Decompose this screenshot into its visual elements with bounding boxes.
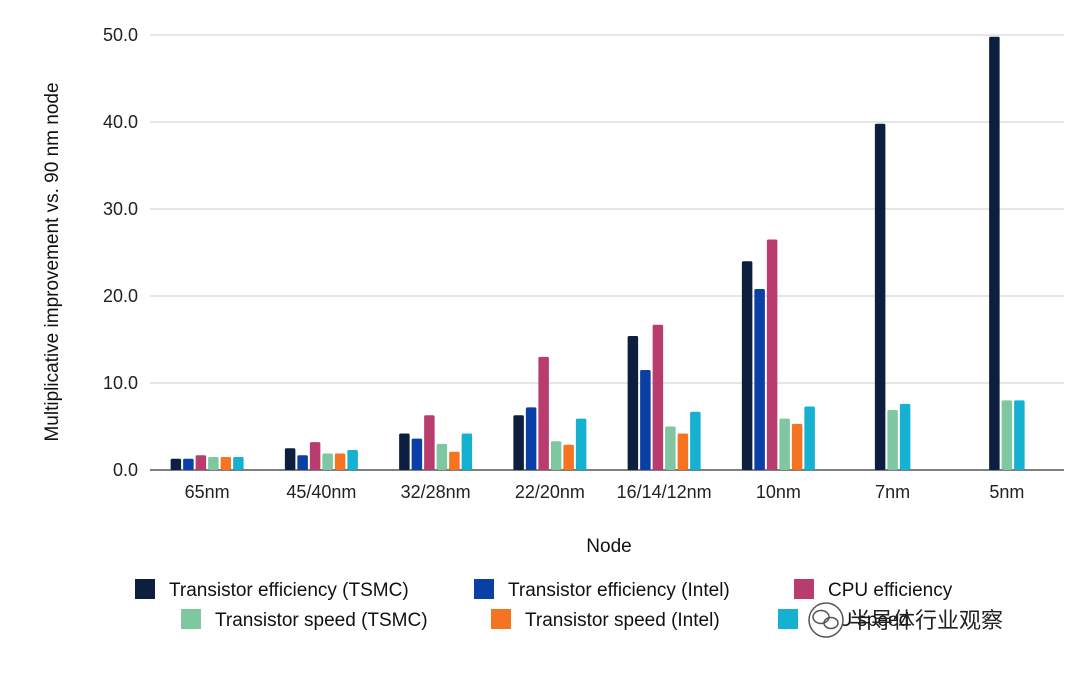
bar-2-3 — [538, 356, 549, 470]
y-axis-ticks: 0.0 10.0 20.0 30.0 40.0 50.0 — [103, 25, 138, 480]
legend-label: CPU efficiency — [828, 580, 953, 601]
x-tick-label: 5nm — [989, 482, 1024, 502]
legend-label: Transistor speed (TSMC) — [215, 610, 428, 631]
bar-0-2 — [399, 433, 410, 470]
bar-4-5 — [791, 423, 803, 470]
bar-5-0 — [233, 456, 244, 470]
bar-5-5 — [804, 406, 815, 470]
legend-swatch — [135, 579, 155, 599]
x-tick-label: 10nm — [756, 482, 801, 502]
watermark-text: 半导体行业观察 — [849, 609, 1003, 634]
bar-2-1 — [309, 442, 321, 470]
bar-0-1 — [284, 448, 296, 470]
legend-swatch — [491, 609, 511, 629]
x-axis-ticks: 65nm 45/40nm 32/28nm 22/20nm 16/14/12nm 10nm 7… — [185, 482, 1025, 502]
bar-1-3 — [525, 407, 537, 470]
bar-0-6 — [874, 123, 886, 471]
x-tick-label: 32/28nm — [401, 482, 471, 502]
bar-2-5 — [766, 239, 778, 470]
bar-4-2 — [449, 451, 460, 470]
bar-5-3 — [575, 418, 587, 470]
legend-label: Transistor efficiency (TSMC) — [169, 580, 409, 601]
bar-5-4 — [690, 411, 701, 470]
wechat-icon — [808, 602, 844, 638]
bar-1-5 — [754, 289, 765, 470]
x-tick-label: 45/40nm — [286, 482, 356, 502]
bar-2-4 — [652, 324, 664, 470]
bar-5-1 — [347, 449, 358, 470]
x-tick-label: 7nm — [875, 482, 910, 502]
legend-item: Transistor speed (TSMC) — [181, 609, 428, 631]
y-tick-label: 50.0 — [103, 25, 138, 45]
bar-1-4 — [640, 369, 651, 470]
x-tick-label: 16/14/12nm — [617, 482, 712, 502]
bar-0-7 — [989, 36, 1000, 471]
bar-4-0 — [220, 456, 232, 470]
bar-0-3 — [513, 415, 524, 470]
bar-0-4 — [627, 336, 639, 470]
bar-5-7 — [1014, 400, 1025, 470]
bar-0-5 — [741, 261, 753, 470]
bar-2-2 — [424, 415, 435, 470]
bar-3-2 — [436, 443, 448, 470]
legend-item: Transistor efficiency (TSMC) — [135, 579, 409, 601]
y-tick-label: 20.0 — [103, 286, 138, 306]
bar-5-2 — [461, 433, 473, 470]
bar-4-4 — [677, 433, 689, 470]
x-axis-title: Node — [586, 536, 631, 557]
y-axis-title: Multiplicative improvement vs. 90 nm nod… — [42, 82, 63, 441]
x-tick-label: 22/20nm — [515, 482, 585, 502]
bar-3-4 — [665, 426, 676, 470]
bar-4-3 — [563, 444, 574, 470]
x-tick-label: 65nm — [185, 482, 230, 502]
legend-label: Transistor efficiency (Intel) — [508, 580, 730, 601]
bar-3-3 — [550, 441, 562, 470]
legend-swatch — [181, 609, 201, 629]
bar-1-2 — [411, 438, 423, 470]
bar-3-0 — [208, 456, 219, 470]
gridlines — [150, 34, 1064, 471]
legend-swatch — [778, 609, 798, 629]
y-tick-label: 30.0 — [103, 199, 138, 219]
legend: Transistor efficiency (TSMC) Transistor e… — [135, 579, 953, 631]
bar-5-6 — [899, 403, 911, 470]
legend-item: Transistor speed (Intel) — [491, 609, 720, 631]
bar-4-1 — [334, 453, 346, 470]
bars — [170, 36, 1025, 471]
bar-1-0 — [183, 458, 194, 470]
legend-item: CPU efficiency — [794, 579, 953, 601]
bar-2-0 — [195, 455, 207, 470]
bar-0-0 — [170, 458, 182, 470]
bar-3-1 — [322, 453, 333, 470]
legend-label: Transistor speed (Intel) — [525, 610, 720, 631]
y-tick-label: 40.0 — [103, 112, 138, 132]
bar-1-1 — [297, 455, 308, 470]
bar-3-5 — [779, 418, 790, 470]
watermark: 半导体行业观察 — [808, 602, 1003, 638]
bar-3-7 — [1001, 400, 1013, 470]
legend-item: Transistor efficiency (Intel) — [474, 579, 730, 601]
legend-swatch — [794, 579, 814, 599]
y-tick-label: 0.0 — [113, 460, 138, 480]
bar-3-6 — [887, 409, 898, 470]
y-tick-label: 10.0 — [103, 373, 138, 393]
legend-swatch — [474, 579, 494, 599]
